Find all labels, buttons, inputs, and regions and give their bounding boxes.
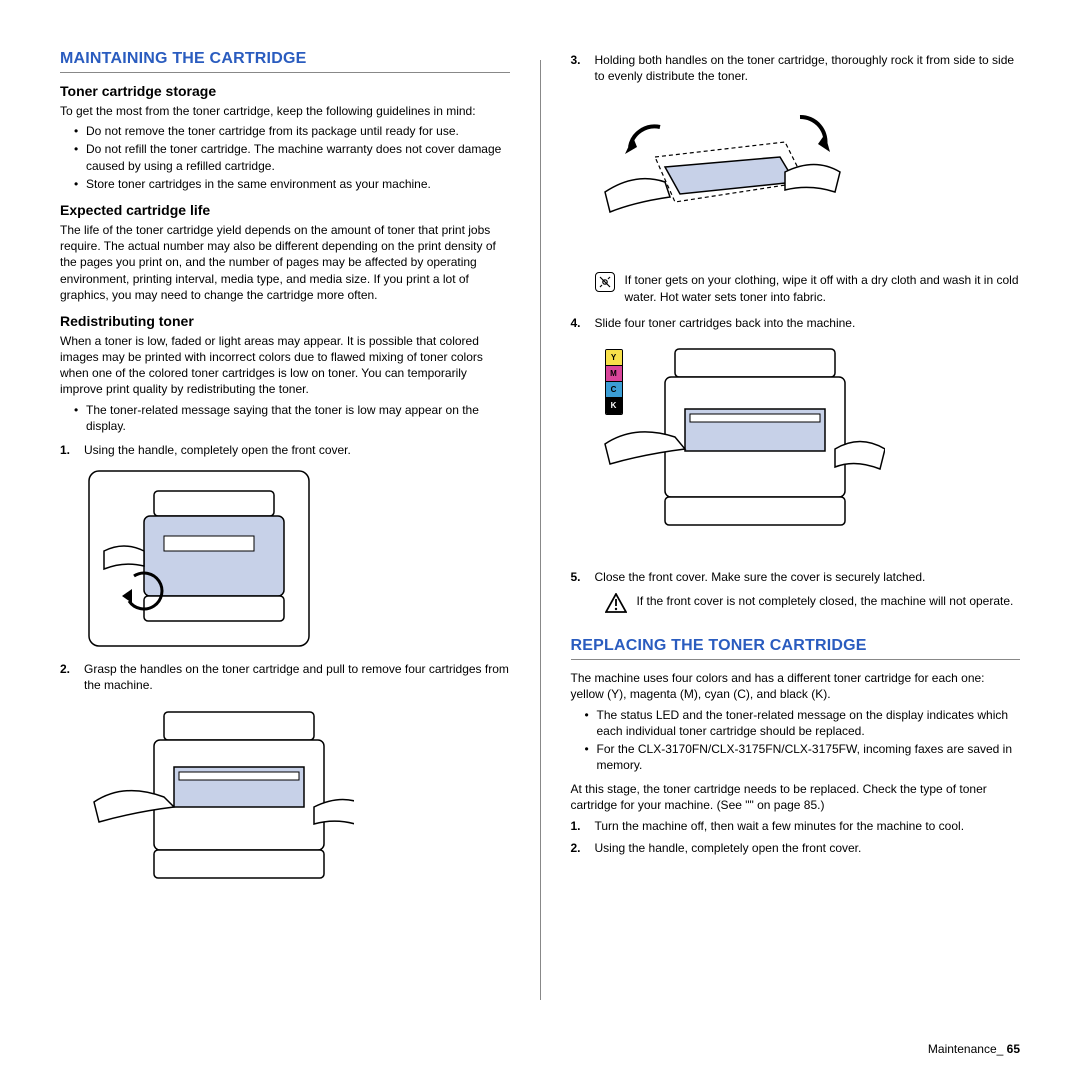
warning-block: If the front cover is not completely clo… [605,593,1021,613]
step-list: 1.Turn the machine off, then wait a few … [571,818,1021,856]
footer-label: Maintenance_ [928,1042,1003,1056]
page-footer: Maintenance_ 65 [928,1042,1020,1056]
paragraph: The machine uses four colors and has a d… [571,670,1021,702]
step-item: 2.Using the handle, completely open the … [571,840,1021,856]
step-item: 3.Holding both handles on the toner cart… [571,52,1021,84]
toner-color-cell: M [606,366,622,382]
bullet-list: Do not remove the toner cartridge from i… [74,123,510,192]
paragraph: To get the most from the toner cartridge… [60,103,510,119]
page-number: 65 [1007,1042,1020,1056]
warning-icon [605,593,627,613]
step-text: Holding both handles on the toner cartri… [595,53,1015,83]
paragraph: At this stage, the toner cartridge needs… [571,781,1021,813]
step-item: 4.Slide four toner cartridges back into … [571,315,1021,331]
section-rule [60,72,510,73]
column-divider [540,60,541,1000]
paragraph: When a toner is low, faded or light area… [60,333,510,398]
figure-remove-cartridges [84,702,510,912]
section-title-replacing: REPLACING THE TONER CARTRIDGE [571,637,1021,655]
step-text: Slide four toner cartridges back into th… [595,316,856,330]
step-text: Using the handle, completely open the fr… [84,443,351,457]
bullet-list: The toner-related message saying that th… [74,402,510,434]
subheading-storage: Toner cartridge storage [60,83,510,99]
bullet-item: Do not refill the toner cartridge. The m… [74,141,510,173]
printer-illustration [595,339,885,559]
figure-insert-cartridges: YMCK [595,339,1021,559]
step-list: 4.Slide four toner cartridges back into … [571,315,1021,331]
bullet-item: The status LED and the toner-related mes… [585,707,1021,739]
step-item: 2.Grasp the handles on the toner cartrid… [60,661,510,693]
step-list: 2.Grasp the handles on the toner cartrid… [60,661,510,693]
step-item: 5.Close the front cover. Make sure the c… [571,569,1021,585]
printer-illustration [84,702,354,912]
printer-illustration [84,466,314,651]
bullet-item: The toner-related message saying that th… [74,402,510,434]
bullet-item: Store toner cartridges in the same envir… [74,176,510,192]
right-column: 3.Holding both handles on the toner cart… [571,50,1021,1010]
bullet-item: Do not remove the toner cartridge from i… [74,123,510,139]
toner-color-cell: K [606,398,622,414]
bullet-item: For the CLX-3170FN/CLX-3175FN/CLX-3175FW… [585,741,1021,773]
step-item: 1.Turn the machine off, then wait a few … [571,818,1021,834]
section-title-maintaining: MAINTAINING THE CARTRIDGE [60,50,510,68]
subheading-expected-life: Expected cartridge life [60,202,510,218]
section-rule [571,659,1021,660]
note-icon [595,272,615,292]
toner-color-cell: Y [606,350,622,366]
step-list: 5.Close the front cover. Make sure the c… [571,569,1021,585]
figure-open-cover [84,466,510,651]
subheading-redistributing: Redistributing toner [60,313,510,329]
figure-rock-cartridge [595,92,1021,262]
toner-color-legend: YMCK [605,349,623,415]
step-list: 3.Holding both handles on the toner cart… [571,52,1021,84]
cartridge-illustration [595,92,845,262]
step-text: Turn the machine off, then wait a few mi… [595,819,965,833]
toner-color-cell: C [606,382,622,398]
paragraph: The life of the toner cartridge yield de… [60,222,510,303]
step-text: Grasp the handles on the toner cartridge… [84,662,509,692]
step-text: Close the front cover. Make sure the cov… [595,570,926,584]
note-block: If toner gets on your clothing, wipe it … [595,272,1021,304]
step-item: 1.Using the handle, completely open the … [60,442,510,458]
step-list: 1.Using the handle, completely open the … [60,442,510,458]
note-text: If toner gets on your clothing, wipe it … [625,272,1021,304]
left-column: MAINTAINING THE CARTRIDGE Toner cartridg… [60,50,510,1010]
step-text: Using the handle, completely open the fr… [595,841,862,855]
warning-text: If the front cover is not completely clo… [637,593,1014,609]
bullet-list: The status LED and the toner-related mes… [585,707,1021,774]
